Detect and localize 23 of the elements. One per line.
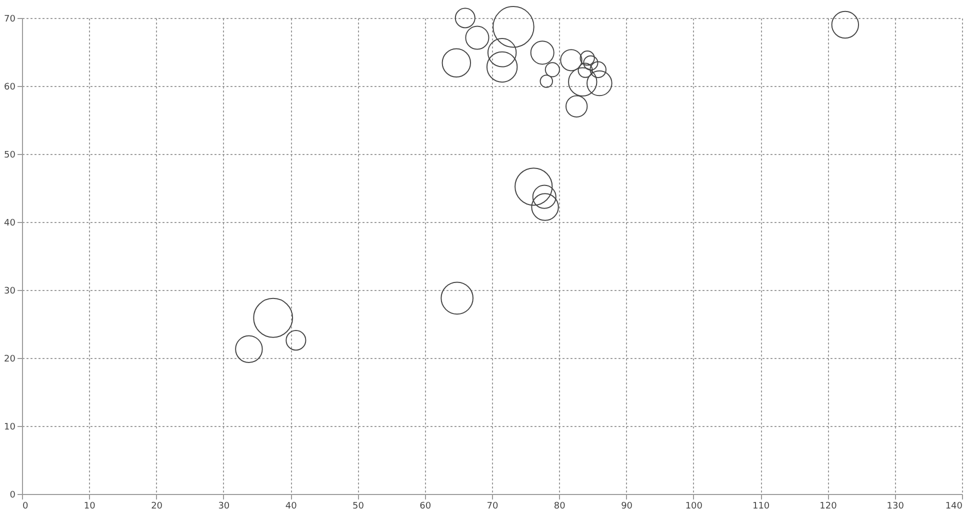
y-tick-label: 20 [4,354,16,364]
y-tick-label: 40 [4,218,16,228]
x-tick-label: 100 [685,502,703,512]
x-tick-label: 50 [352,502,364,512]
y-tick-label: 50 [4,150,16,160]
y-tick-label: 60 [4,82,16,92]
x-tick-label: 60 [420,502,432,512]
x-tick-label: 10 [84,502,96,512]
x-tick-label: 70 [486,502,498,512]
y-tick-label: 30 [4,286,16,296]
y-tick-label: 10 [4,422,16,432]
x-tick-label: 130 [886,502,904,512]
x-tick-label: 30 [218,502,230,512]
y-tick-label: 0 [10,490,16,500]
x-tick-label: 80 [554,502,566,512]
x-tick-label: 20 [151,502,163,512]
x-tick-label: 0 [22,502,28,512]
x-tick-label: 120 [820,502,838,512]
x-tick-label: 40 [285,502,298,512]
x-tick-label: 110 [752,502,770,512]
y-tick-label: 70 [4,14,16,24]
x-tick-label: 90 [621,502,633,512]
x-tick-label: 140 [945,502,963,512]
